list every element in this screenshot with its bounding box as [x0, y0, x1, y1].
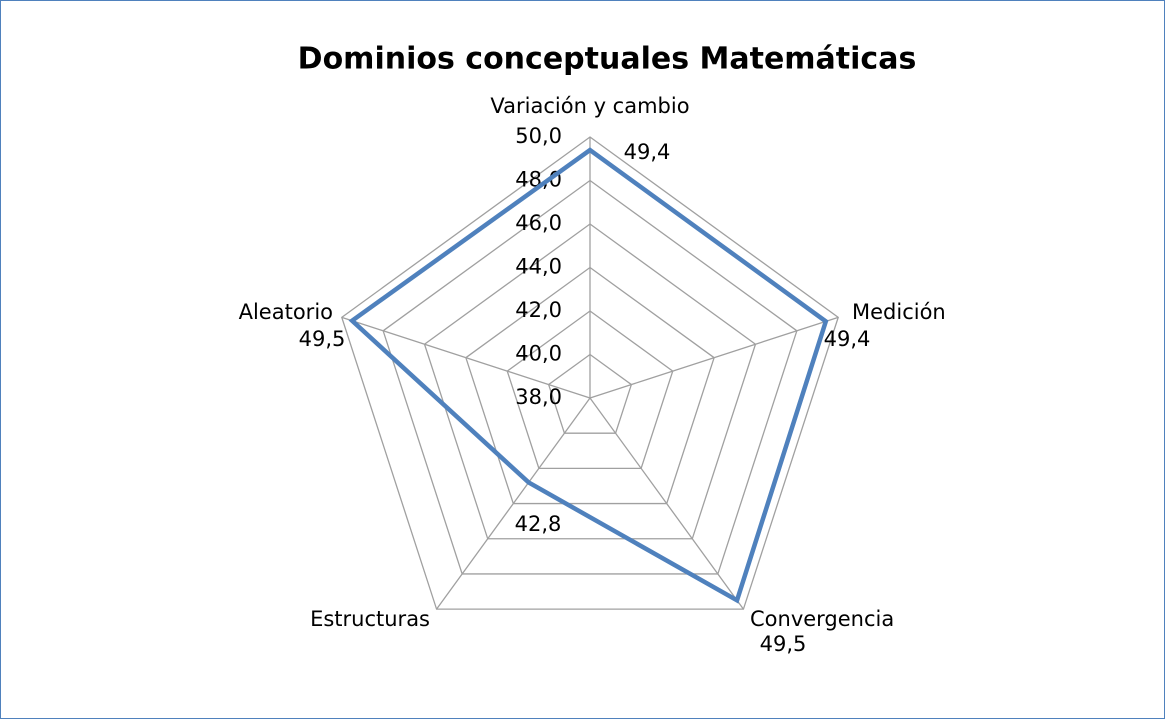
value-label: 49,5: [760, 632, 807, 656]
value-label: 42,8: [515, 512, 562, 536]
r-tick-label: 50,0: [515, 124, 562, 148]
r-tick-label: 42,0: [515, 298, 562, 322]
grid-ring: [465, 266, 715, 505]
value-label: 49,4: [824, 327, 871, 351]
r-tick-label: 40,0: [515, 342, 562, 366]
value-label: 49,5: [299, 327, 346, 351]
r-tick-label: 38,0: [515, 385, 562, 409]
category-label: Variación y cambio: [490, 94, 689, 118]
grid-ring: [506, 310, 674, 470]
spoke: [436, 397, 591, 610]
category-label: Convergencia: [750, 607, 894, 631]
spoke: [341, 316, 591, 399]
category-label: Estructuras: [310, 607, 430, 631]
chart-title: Dominios conceptuales Matemáticas: [298, 42, 917, 77]
spoke: [589, 316, 839, 399]
grid-ring: [423, 223, 757, 540]
r-tick-label: 44,0: [515, 255, 562, 279]
grid-ring: [547, 353, 633, 434]
spoke: [589, 397, 744, 610]
r-tick-label: 46,0: [515, 211, 562, 235]
grid-ring: [382, 179, 798, 575]
category-label: Aleatorio: [239, 300, 333, 324]
value-label: 49,4: [624, 140, 671, 164]
series-line: [348, 147, 829, 604]
category-label: Medición: [852, 300, 946, 324]
grid-ring: [341, 136, 839, 610]
